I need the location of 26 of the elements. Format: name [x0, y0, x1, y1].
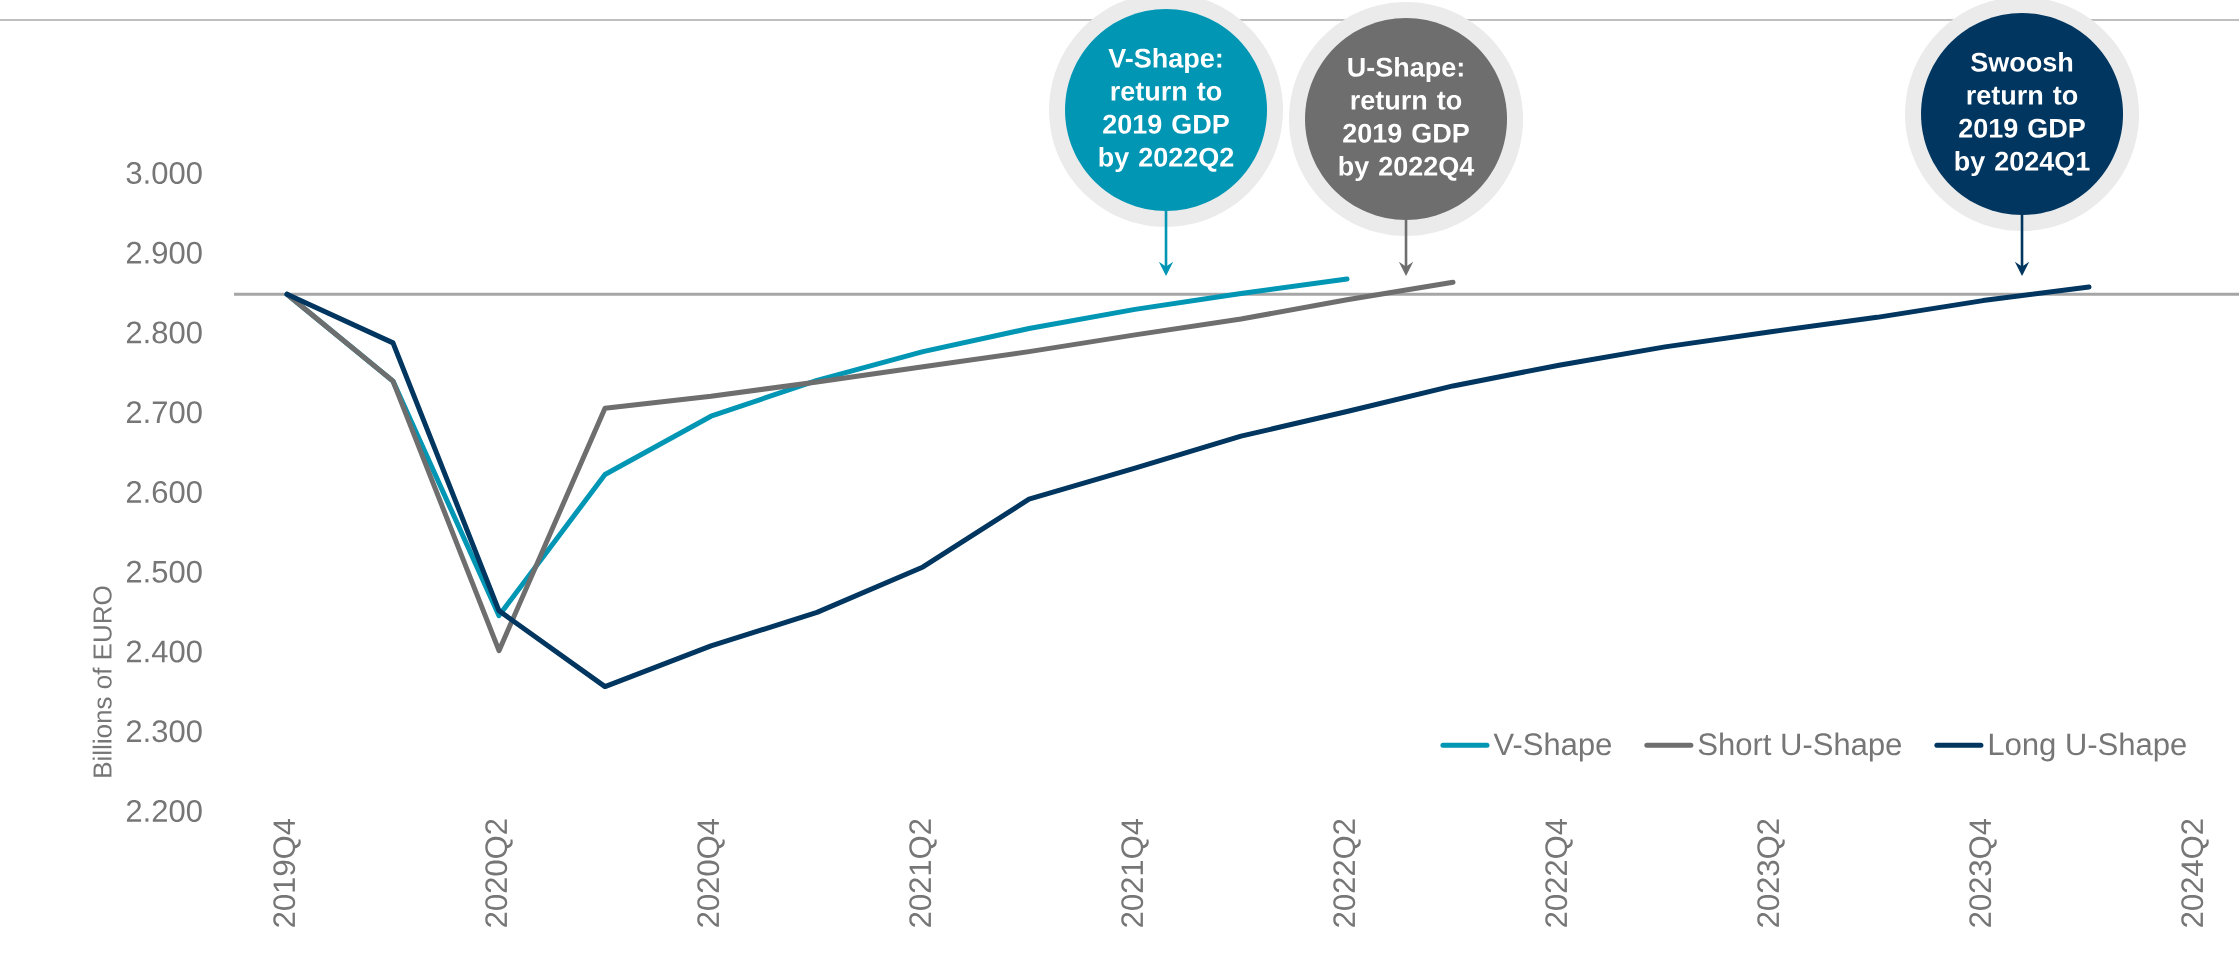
- legend-label: V-Shape: [1493, 732, 1611, 762]
- y-tick-label: 2.700: [126, 401, 202, 424]
- x-tick-label: 2020Q4: [697, 818, 725, 927]
- y-tick-label: 2.500: [126, 560, 202, 583]
- y-tick-label: 2.200: [126, 800, 202, 822]
- x-tick-label: 2021Q2: [909, 819, 937, 927]
- y-tick-label: 2.300: [126, 720, 202, 743]
- legend-label: Short U-Shape: [1698, 732, 1901, 762]
- x-tick-label: 2021Q4: [1121, 818, 1149, 927]
- x-tick-label: 2022Q4: [1545, 818, 1573, 927]
- y-tick-label: 3.000: [126, 162, 202, 184]
- y-tick-label: 2.600: [126, 481, 202, 503]
- x-tick-label: 2023Q4: [1969, 818, 1997, 927]
- x-tick-label: 2022Q2: [1333, 819, 1361, 927]
- x-tick-label: 2019Q4: [273, 818, 301, 927]
- y-tick-label: 2.900: [126, 241, 202, 264]
- x-tick-label: 2024Q2: [2181, 819, 2209, 927]
- y-axis-title: Billions of EURO: [92, 586, 112, 777]
- annotation: Swoosh return to 2019 GDP by 2024Q1: [1955, 51, 2090, 177]
- legend-label: Long U-Shape: [1989, 732, 2186, 762]
- annotation: U-Shape: return to 2019 GDP by 2022Q4: [1339, 56, 1475, 182]
- text: V-Shape: return to 2019 GDP by 2022Q2: [1099, 47, 1234, 173]
- x-tick-label: 2023Q2: [1757, 819, 1785, 927]
- y-tick-label: 2.400: [126, 640, 202, 663]
- y-tick-label: 2.800: [126, 321, 202, 344]
- x-tick-label: 2020Q2: [485, 819, 513, 927]
